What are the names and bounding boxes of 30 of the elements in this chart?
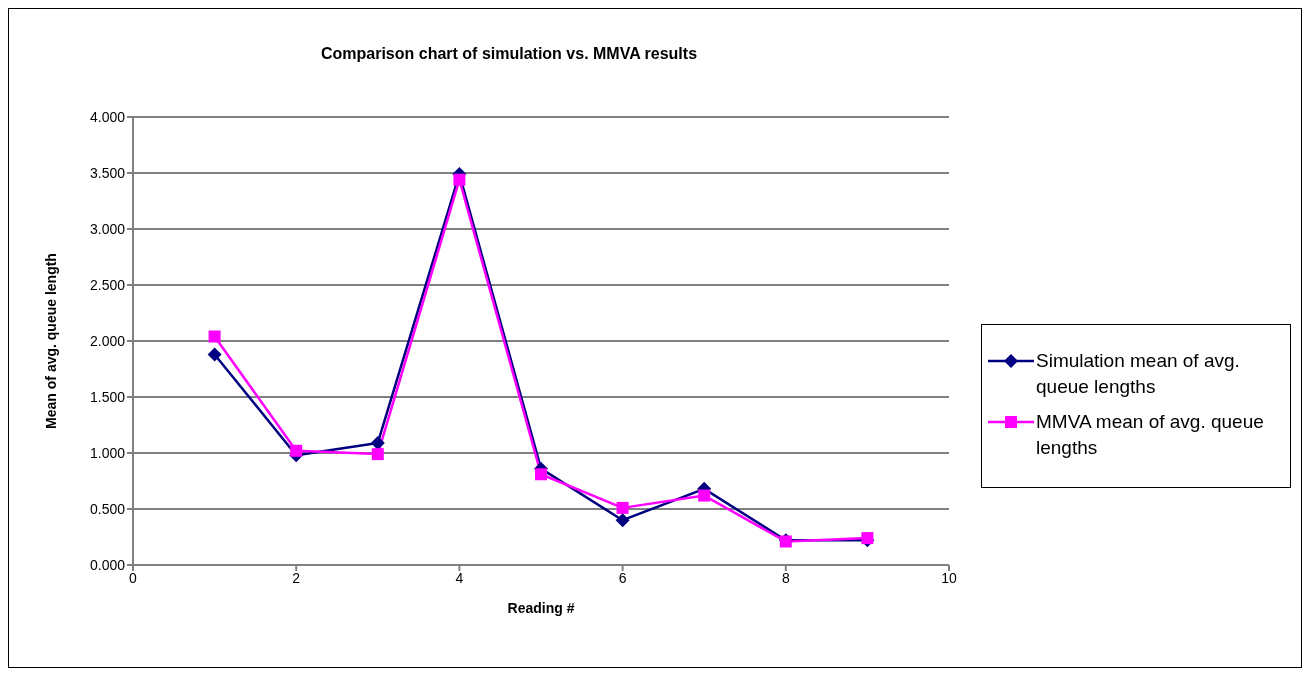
legend-label: MMVA mean of avg. queue lengths	[1036, 410, 1265, 460]
point	[615, 513, 630, 528]
y-tick-label: 3.500	[89, 164, 126, 181]
chart-title: Comparison chart of simulation vs. MMVA results	[319, 45, 699, 63]
y-tick-label: 0.500	[89, 500, 126, 517]
y-tick-label: 3.000	[89, 220, 126, 237]
x-tick-label: 2	[292, 569, 301, 586]
point	[371, 448, 384, 461]
point	[370, 435, 385, 450]
point	[698, 489, 711, 502]
x-tick-label: 6	[618, 569, 627, 586]
point	[616, 501, 629, 514]
x-tick-label: 10	[941, 569, 957, 586]
point	[453, 173, 466, 186]
point	[207, 347, 222, 362]
y-tick-label: 4.000	[89, 108, 126, 125]
point	[535, 468, 547, 481]
y-tick-label: 1.500	[89, 388, 126, 405]
y-tick-label: 1.000	[89, 444, 126, 461]
x-axis-title: Reading #	[507, 600, 575, 616]
y-tick-label: 2.500	[89, 276, 126, 293]
point	[208, 330, 221, 343]
y-tick-label: 2.000	[89, 332, 126, 349]
x-tick-label: 4	[455, 569, 464, 586]
y-axis-title: Mean of avg. queue length	[42, 253, 59, 429]
point	[290, 444, 303, 457]
x-tick-label: 0	[129, 569, 138, 586]
y-tick-label: 0.000	[89, 556, 126, 573]
x-tick-label: 8	[781, 569, 790, 586]
legend-label: Simulation mean of avg. queue lengths	[1036, 349, 1241, 399]
